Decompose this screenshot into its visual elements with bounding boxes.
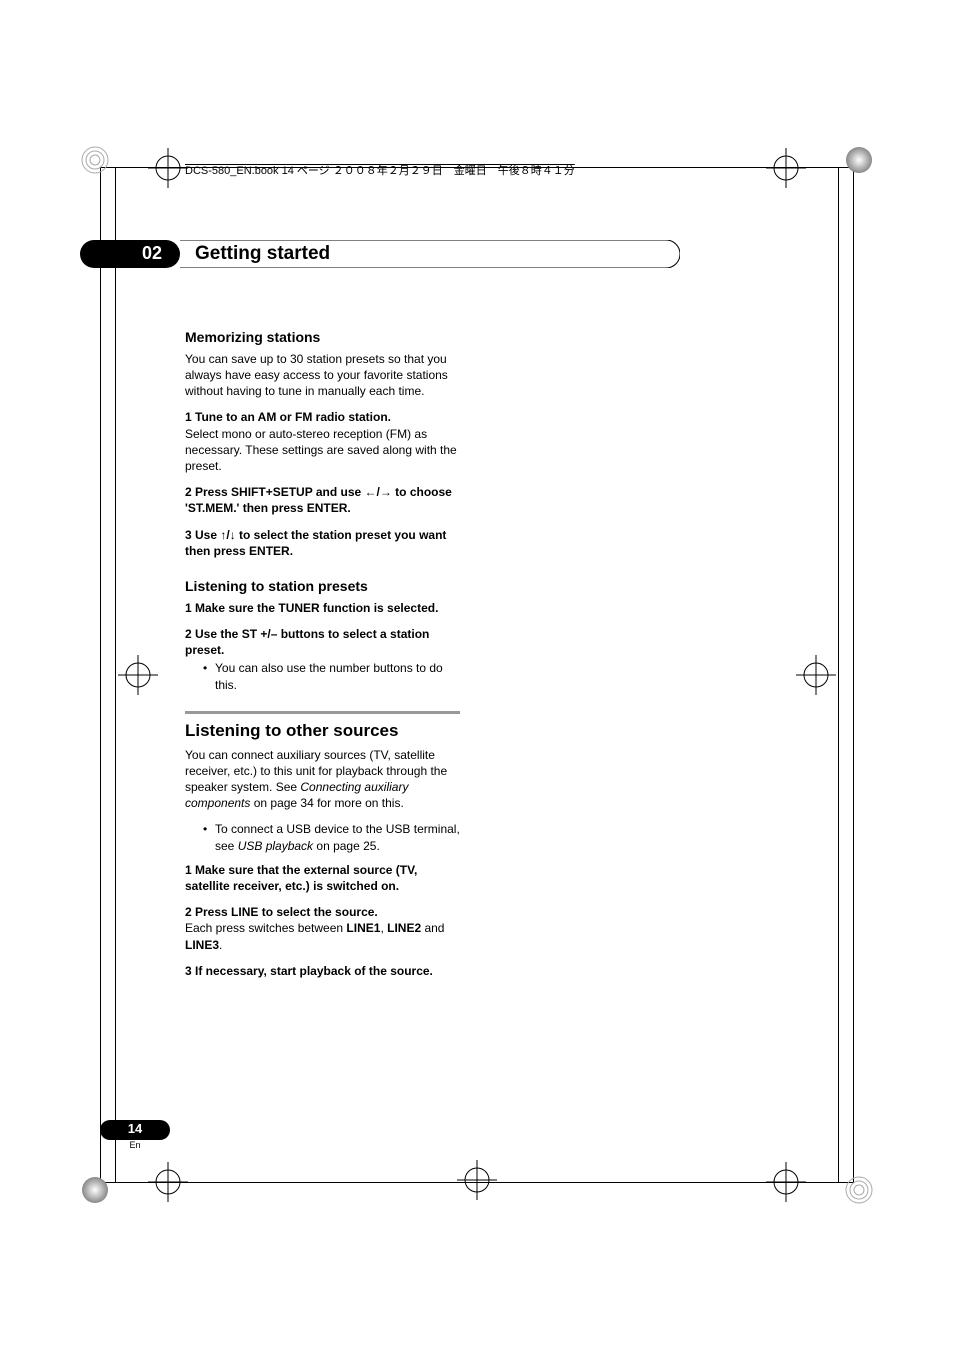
chapter-outline-icon	[180, 240, 680, 268]
step-head: 2 Use the ST +/– buttons to select a sta…	[185, 627, 429, 657]
step: 3 Use ↑/↓ to select the station preset y…	[185, 527, 460, 559]
registration-mark-icon	[148, 1162, 188, 1202]
page-number: 14	[100, 1121, 170, 1136]
registration-mark-icon	[118, 655, 158, 695]
step: 2 Use the ST +/– buttons to select a sta…	[185, 626, 460, 658]
chapter-number-pill	[80, 240, 180, 268]
step-head: 2 Press SHIFT+SETUP and use ←/→ to choos…	[185, 485, 452, 515]
registration-mark-icon	[457, 1160, 497, 1200]
step-body: Select mono or auto-stereo reception (FM…	[185, 427, 457, 473]
section-rule	[185, 711, 460, 714]
step-head: 1 Make sure the TUNER function is select…	[185, 601, 438, 615]
corner-ornament-icon	[844, 145, 874, 175]
chapter-number: 02	[142, 243, 162, 264]
bullet-item: • You can also use the number buttons to…	[185, 660, 460, 692]
body-text: You can save up to 30 station presets so…	[185, 351, 460, 400]
page-lang: En	[100, 1140, 170, 1150]
bullet-dot-icon: •	[203, 821, 215, 853]
bullet-dot-icon: •	[203, 660, 215, 692]
step-head: 2 Press LINE to select the source.	[185, 905, 378, 919]
crop-line-right-inner	[838, 167, 839, 1183]
step-head: 1 Tune to an AM or FM radio station.	[185, 410, 391, 424]
section-heading: Listening to station presets	[185, 577, 460, 596]
page-number-badge: 14 En	[100, 1120, 170, 1150]
major-heading: Listening to other sources	[185, 720, 460, 743]
step: 1 Make sure that the external source (TV…	[185, 862, 460, 894]
bullet-text: To connect a USB device to the USB termi…	[215, 821, 460, 853]
bullet-text: You can also use the number buttons to d…	[215, 660, 460, 692]
registration-mark-icon	[148, 148, 188, 188]
crop-line-left-inner	[115, 167, 116, 1183]
registration-mark-icon	[766, 148, 806, 188]
bullet-item: • To connect a USB device to the USB ter…	[185, 821, 460, 853]
step-head: 3 Use ↑/↓ to select the station preset y…	[185, 528, 446, 558]
chapter-header: 02 Getting started	[80, 240, 874, 268]
corner-ornament-icon	[844, 1175, 874, 1205]
step: 2 Press LINE to select the source. Each …	[185, 904, 460, 953]
print-header-meta: DCS-580_EN.book 14 ページ ２００８年２月２９日 金曜日 午後…	[185, 162, 575, 178]
step: 1 Make sure the TUNER function is select…	[185, 600, 460, 616]
crop-line-left-outer	[100, 167, 101, 1183]
step-head: 1 Make sure that the external source (TV…	[185, 863, 417, 893]
corner-ornament-icon	[80, 145, 110, 175]
step: 3 If necessary, start playback of the so…	[185, 963, 460, 979]
corner-ornament-icon	[80, 1175, 110, 1205]
step: 2 Press SHIFT+SETUP and use ←/→ to choos…	[185, 484, 460, 516]
content-column: Memorizing stations You can save up to 3…	[185, 320, 460, 989]
crop-line-right-outer	[853, 167, 854, 1183]
body-text: You can connect auxiliary sources (TV, s…	[185, 747, 460, 812]
step: 1 Tune to an AM or FM radio station. Sel…	[185, 409, 460, 474]
section-heading: Memorizing stations	[185, 328, 460, 347]
registration-mark-icon	[766, 1162, 806, 1202]
step-body: Each press switches between LINE1, LINE2…	[185, 921, 444, 951]
registration-mark-icon	[796, 655, 836, 695]
step-head: 3 If necessary, start playback of the so…	[185, 964, 433, 978]
